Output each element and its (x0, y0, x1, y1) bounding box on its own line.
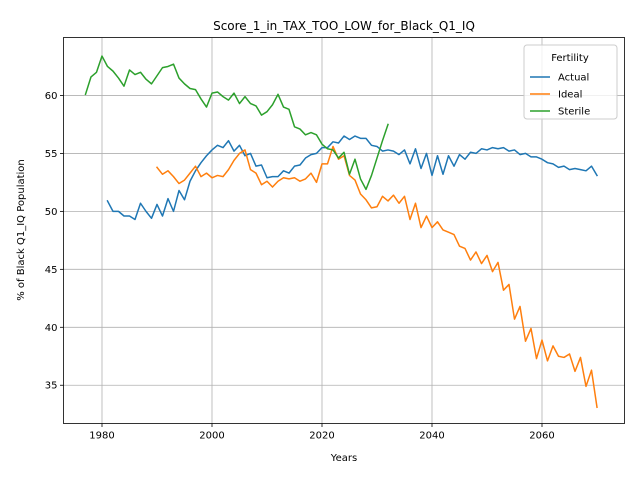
legend-item-ideal: Ideal (530, 90, 582, 101)
y-tick-label: 35 (45, 381, 58, 392)
x-tick-label: 2020 (309, 431, 334, 442)
legend-label: Actual (558, 73, 589, 84)
series-line-actual (106, 135, 599, 221)
series-line-sterile (84, 55, 389, 191)
x-tick-label: 1980 (89, 431, 114, 442)
legend-label: Sterile (558, 107, 590, 118)
legend-label: Ideal (558, 90, 582, 101)
series-line-ideal (155, 145, 598, 409)
y-tick-label: 45 (45, 265, 58, 276)
legend-item-actual: Actual (530, 73, 589, 84)
plot-frame (63, 37, 625, 424)
y-tick-label: 55 (45, 149, 58, 160)
legend: Fertility Actual Ideal Sterile (523, 44, 618, 120)
legend-box (523, 44, 618, 120)
axis-ticks: 1980 2000 2020 2040 2060 35 40 45 50 55 60 (45, 91, 555, 442)
legend-item-sterile: Sterile (530, 107, 590, 118)
y-tick-label: 50 (45, 207, 58, 218)
y-tick-label: 60 (45, 91, 58, 102)
y-tick-label: 40 (45, 323, 58, 334)
x-tick-label: 2000 (199, 431, 224, 442)
legend-entries: Actual Ideal Sterile (530, 73, 590, 118)
x-tick-label: 2060 (529, 431, 554, 442)
chart-title: Score_1_in_TAX_TOO_LOW_for_Black_Q1_IQ (213, 19, 475, 33)
x-axis-label: Years (330, 453, 357, 464)
x-tick-label: 2040 (419, 431, 444, 442)
series-lines (84, 55, 599, 409)
legend-title: Fertility (551, 53, 589, 64)
y-axis-label: % of Black Q1_IQ Population (16, 159, 27, 301)
